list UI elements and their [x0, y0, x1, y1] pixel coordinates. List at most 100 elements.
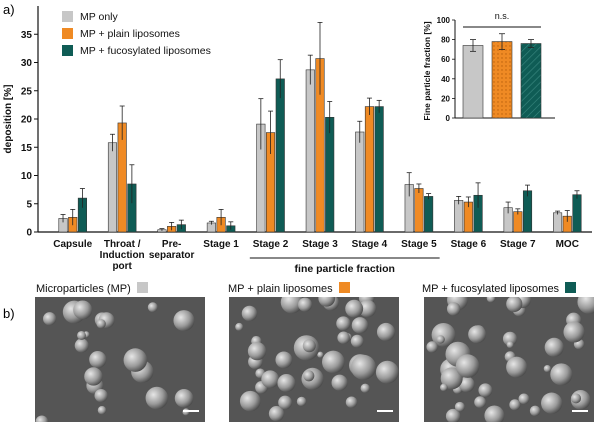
sem-particle	[336, 316, 351, 331]
legend-label: MP + fucosylated liposomes	[80, 45, 211, 57]
bar	[572, 194, 582, 233]
panel-b-label: b)	[3, 306, 15, 321]
sem-particle	[360, 383, 370, 393]
inset-y-axis-title: Fine particle fraction [%]	[422, 21, 432, 120]
x-tick-label: Throat /	[104, 239, 141, 250]
bar	[325, 117, 335, 233]
sem-particle	[506, 297, 523, 312]
x-tick-label: Stage 1	[203, 239, 239, 250]
bar	[107, 142, 118, 233]
sem-particle	[474, 396, 487, 409]
sem-particle	[280, 297, 304, 314]
sem-particle	[436, 335, 445, 344]
x-tick-label: Stage 7	[500, 239, 536, 250]
sem-particle	[43, 312, 57, 326]
inset-y-tick-label: 40	[441, 75, 450, 84]
y-tick-label: 30	[21, 58, 33, 69]
x-tick-label: Induction	[100, 250, 145, 261]
sem-particle	[241, 305, 258, 322]
bar	[374, 106, 384, 233]
sem-particle	[454, 401, 465, 412]
sem-particle	[468, 325, 487, 344]
y-tick-label: 10	[21, 171, 33, 182]
bar	[414, 188, 424, 233]
sem-particle	[518, 393, 530, 405]
sem-particle	[445, 408, 461, 422]
legend-swatch	[62, 45, 73, 56]
sem-particle	[446, 302, 461, 316]
sem-particle	[277, 373, 296, 392]
sem-particle	[247, 341, 267, 361]
sem-particle	[94, 388, 108, 403]
legend-swatch	[62, 11, 73, 22]
inset-bar	[491, 41, 513, 119]
y-tick-label: 15	[21, 143, 33, 154]
main-bar-plot: 0 5 10 15 20 25 30 35 deposition [%] Capsule Throa…	[3, 6, 592, 275]
sem-particle	[376, 322, 396, 342]
sem-particle	[322, 350, 345, 374]
legend-label: MP + plain liposomes	[80, 28, 180, 40]
y-tick-label: 5	[26, 199, 32, 210]
sem-particle	[563, 321, 585, 343]
sem-particle	[484, 405, 505, 422]
sem-particle	[478, 383, 493, 398]
inset-y-tick-label: 80	[441, 36, 450, 45]
sem-particle	[486, 297, 496, 303]
inset-y-tick-label: 100	[437, 16, 451, 25]
sem-particle	[543, 365, 552, 373]
sem-particle	[318, 297, 336, 307]
sem-particle	[147, 302, 158, 313]
sem-particle	[268, 406, 285, 422]
sem-particle	[317, 351, 324, 358]
inset-bar-plot: 0 20 40 60 80 100 Fine particle fraction [%] n.…	[422, 11, 555, 123]
bar	[305, 69, 315, 233]
x-tick-label: Capsule	[53, 239, 92, 250]
sem-particle	[345, 299, 364, 318]
bar	[454, 200, 464, 233]
sem-particle	[544, 337, 564, 357]
sem-particle	[440, 367, 463, 390]
ns-annotation: n.s.	[495, 11, 510, 21]
sem-image-fucosylated	[424, 297, 594, 422]
sem-particle	[358, 299, 377, 318]
sem-particle	[145, 386, 169, 410]
sem-caption-fuc: MP + fucosylated liposomes	[422, 282, 577, 295]
x-tick-label: separator	[149, 250, 195, 261]
sem-particle	[296, 396, 307, 407]
sem-particle	[455, 354, 480, 378]
legend-swatch	[62, 28, 73, 39]
inset-y-tick-label: 60	[441, 55, 450, 64]
sem-particle	[235, 322, 244, 331]
sem-particle	[375, 360, 399, 384]
panel-a-label: a)	[3, 2, 15, 17]
sem-particle	[350, 334, 364, 348]
sem-particle	[345, 396, 358, 408]
sem-particle	[440, 383, 448, 392]
y-tick-label: 35	[21, 30, 33, 41]
bar	[364, 106, 375, 233]
y-tick-label: 25	[21, 86, 33, 97]
x-tick-label: port	[112, 261, 132, 272]
sem-particle	[541, 392, 563, 414]
inset-y-tick-label: 20	[441, 94, 450, 103]
sem-particle	[123, 348, 148, 372]
sem-particle	[239, 390, 261, 412]
sem-particle	[174, 389, 194, 408]
x-tick-label: Stage 6	[451, 239, 487, 250]
sem-particle	[426, 341, 438, 353]
fpf-bracket-label: fine particle fraction	[295, 263, 395, 275]
sem-caption-plain: MP + plain liposomes	[228, 282, 350, 295]
sem-particle	[506, 341, 514, 349]
bar	[513, 211, 523, 233]
sem-particle	[97, 405, 107, 415]
sem-particle	[337, 331, 350, 345]
bar	[275, 78, 285, 233]
bar	[522, 190, 533, 233]
sem-particle	[509, 399, 521, 411]
sem-particle	[275, 351, 293, 369]
sem-particle	[577, 297, 594, 314]
inset-bar	[462, 45, 484, 119]
bar	[355, 131, 365, 233]
fuc-color-key	[565, 282, 577, 293]
